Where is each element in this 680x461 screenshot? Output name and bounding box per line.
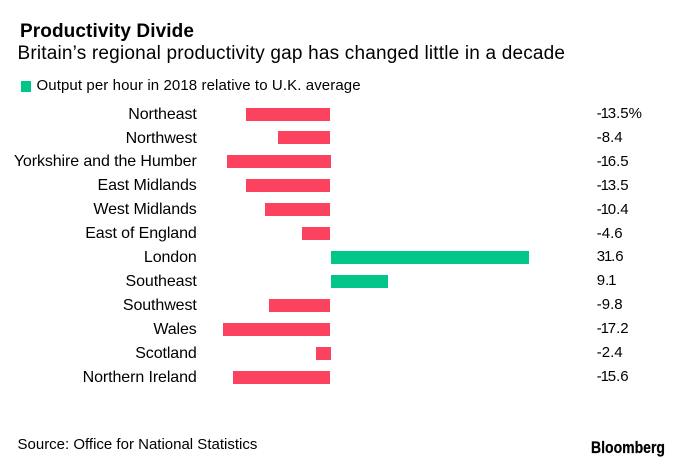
svg-text:Bloomberg: Bloomberg (591, 439, 665, 457)
